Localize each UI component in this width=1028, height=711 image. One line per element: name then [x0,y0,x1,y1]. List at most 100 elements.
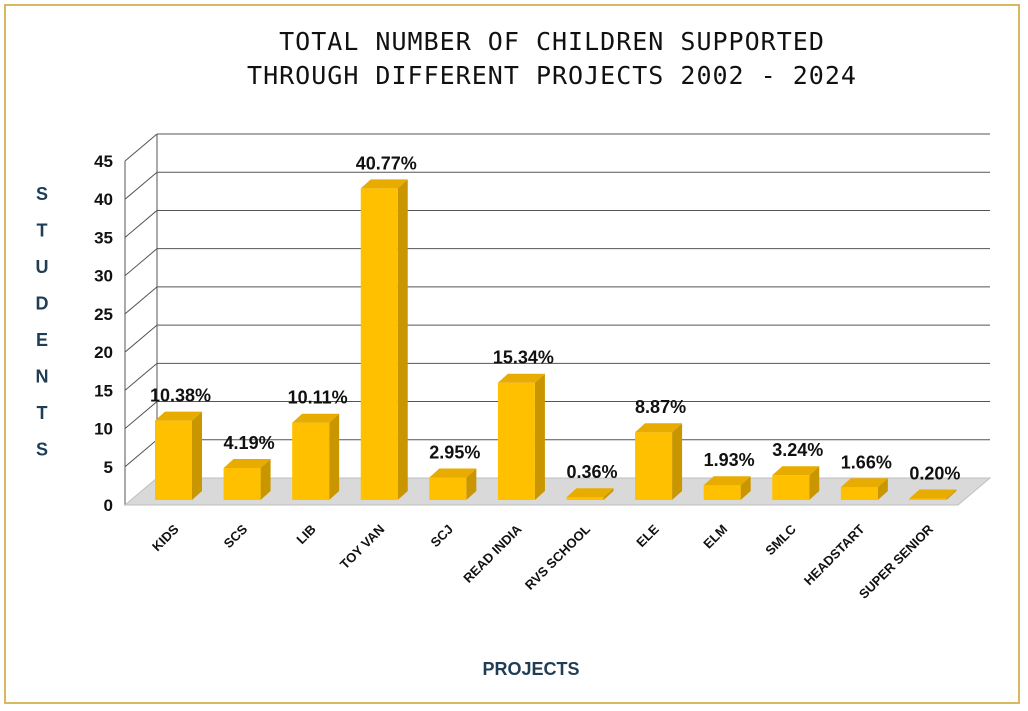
grid-line-diagonal [124,401,158,429]
bar-side [466,468,477,500]
bar-top [909,489,957,499]
chart-title-line-1: TOTAL NUMBER OF CHILDREN SUPPORTED [279,27,825,56]
y-tick-label: 10 [94,420,113,439]
bar-front [360,188,398,500]
data-label: 3.24% [772,440,823,460]
y-axis-title-letter: S [36,440,48,460]
grid-line-diagonal [124,286,158,315]
y-tick-label: 15 [94,381,113,400]
bar-front [840,487,878,500]
bar-front [155,420,192,500]
category-label: SMLC [762,521,799,558]
y-axis-title-letter: U [36,257,49,277]
category-label: TOY VAN [337,522,387,572]
category-label: ELM [700,522,730,552]
bar-side [877,478,888,500]
bar-super-senior [909,489,957,500]
data-label: 0.20% [909,463,960,483]
category-label: HEADSTART [801,521,868,588]
bar-front [772,475,810,500]
bar-side [260,458,271,500]
bar-top [360,179,408,189]
bar-side [534,373,545,500]
data-label: 1.93% [704,450,755,470]
bar-top [840,478,888,488]
chart-title-line-2: THROUGH DIFFERENT PROJECTS 2002 - 2024 [247,61,857,90]
y-tick-label: 25 [94,305,113,324]
bar-elm [703,476,751,500]
bar-side [192,411,202,500]
data-label: 4.19% [224,433,275,453]
y-tick-label: 35 [94,228,113,247]
bar-side [603,488,614,500]
bar-top [772,466,820,476]
bar-top [635,423,683,433]
bar-front [635,432,673,500]
bar-smlc [772,466,820,500]
data-label: 15.34% [493,348,554,368]
bar-top [155,411,202,421]
category-label: KIDS [149,521,182,554]
bar-front [703,485,741,500]
data-label: 10.38% [150,386,211,406]
bar-side [397,179,408,500]
data-label: 1.66% [841,452,892,472]
bar-top [497,373,545,383]
grid-line-diagonal [124,324,158,353]
bar-front [223,467,261,500]
bar-kids [155,411,202,500]
grid-line-diagonal [124,362,158,391]
grid-line-diagonal [124,210,158,238]
data-label: 8.87% [635,397,686,417]
bar-side [946,489,957,500]
bars [155,179,957,500]
grid-line-diagonal [124,171,158,200]
y-axis-title-letter: E [36,330,48,350]
y-tick-label: 5 [104,458,113,477]
data-labels: 10.38% 4.19% 10.11% 40.77% 2.95% 15.34% 0.36% 8… [150,153,960,483]
y-tick-labels: 0 5 10 15 20 25 30 35 40 45 [94,152,113,515]
category-label: SCS [221,521,251,551]
data-label: 40.77% [356,153,417,173]
chart-title: TOTAL NUMBER OF CHILDREN SUPPORTED THROU… [247,27,857,90]
bar-headstart [840,478,888,500]
bar-top [703,476,751,486]
data-label: 0.36% [566,462,617,482]
bar-front [429,477,467,500]
y-axis-title-letter: D [36,294,49,314]
bar-top [429,468,477,478]
bar-side [809,466,820,500]
x-axis-title: PROJECTS [482,659,579,679]
category-label: READ INDIA [460,521,525,586]
bar-front [909,498,947,500]
data-label: 10.11% [288,388,348,408]
category-label: SUPER SENIOR [856,521,937,602]
bar-front [566,497,604,500]
bar-front [497,382,535,500]
bar-lib [292,413,340,500]
y-axis-title-letter: T [37,403,48,423]
grid-line-diagonal [124,439,158,468]
bar-scs [223,458,271,500]
y-tick-label: 30 [94,267,113,286]
bar-front [292,422,330,500]
category-label: RVS SCHOOL [522,521,593,592]
bar-side [329,413,340,500]
bar-side [740,476,751,500]
bar-side [672,423,683,500]
bar-top [223,458,271,468]
category-label: SCJ [427,522,455,550]
bar-top [292,413,340,423]
category-label: LIB [293,522,318,547]
category-label: ELE [633,521,662,550]
y-axis-title-letter: T [37,221,48,241]
data-label: 2.95% [429,442,480,462]
y-tick-label: 0 [104,496,113,515]
grid-line-diagonal [124,248,158,277]
y-tick-label: 40 [94,190,113,209]
y-axis-title-letter: N [36,367,49,387]
bar-read-india [497,373,545,500]
chart-frame [4,4,1020,704]
